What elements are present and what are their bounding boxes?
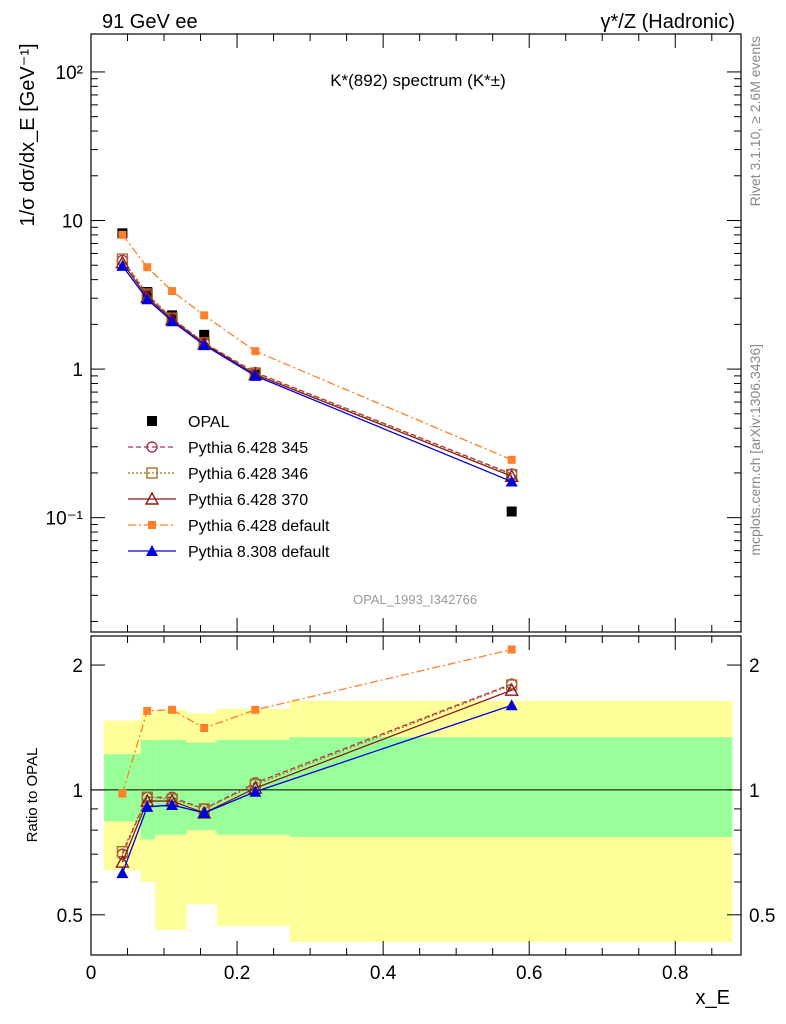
x-axis-label: x_E	[696, 987, 730, 1009]
y-tick-label: 1	[72, 360, 83, 381]
spectrum-pythia-8-308-default-point	[198, 339, 211, 351]
legend-entry: Pythia 6.428 370	[128, 491, 308, 509]
spectrum-pythia-8-308-default-point	[505, 475, 518, 487]
legend-label: Pythia 8.308 default	[188, 544, 330, 561]
ratio-y-tick-label-right: 2	[749, 656, 760, 677]
spectrum-pythia-8-308-default-line	[121, 265, 512, 483]
ratio-y-tick-label: 0.5	[57, 906, 83, 927]
spectrum-opal-point	[506, 506, 517, 517]
ratio-pythia-6-428-default-point	[251, 705, 260, 714]
x-tick-label: 0.8	[662, 963, 688, 984]
spectrum-pythia-8-308-default-point	[249, 369, 262, 381]
ratio-pythia-6-428-default-line	[121, 648, 512, 794]
legend-entry: Pythia 6.428 345	[128, 440, 308, 457]
x-tick-label: 0.6	[516, 963, 542, 984]
spectrum-pythia-6-428-default-point	[507, 455, 516, 464]
chart-title: K*(892) spectrum (K*±)	[330, 71, 506, 90]
ratio-pythia-8-308-default-point	[141, 800, 154, 812]
legend-entry: Pythia 6.428 default	[128, 518, 330, 535]
lower-y-axis-label: Ratio to OPAL	[24, 748, 41, 843]
legend-marker	[146, 467, 158, 479]
legend-marker	[147, 416, 157, 426]
spectrum-pythia-6-428-default-line	[121, 234, 512, 461]
upper-y-axis-label: 1/σ dσ/dx_E [GeV⁻¹]	[17, 43, 39, 226]
ratio-pythia-6-428-346-point	[505, 679, 518, 691]
ratio-pythia-8-308-default-point	[505, 699, 518, 711]
watermark: OPAL_1993_I342766	[353, 592, 477, 607]
spectrum-pythia-6-428-default-point	[200, 311, 209, 320]
ratio-pythia-8-308-default-line	[121, 704, 512, 874]
header-left: 91 GeV ee	[102, 11, 198, 33]
legend-label: Pythia 6.428 346	[188, 466, 308, 483]
spectrum-pythia-6-428-345-line	[121, 259, 512, 475]
x-tick-label: 0.4	[370, 963, 397, 984]
ratio-pythia-6-428-370-point	[504, 682, 519, 696]
legend-marker	[146, 441, 158, 453]
ratio-y-tick-label: 1	[72, 781, 83, 802]
spectrum-pythia-6-428-default-point	[143, 263, 152, 272]
legend-marker	[146, 545, 158, 556]
ratio-pythia-8-308-default-point	[116, 867, 129, 879]
ratio-y-tick-label-right: 0.5	[749, 906, 775, 927]
ratio-y-tick-label-right: 1	[749, 781, 760, 802]
side-text-top: Rivet 3.1.10, ≥ 2.6M events	[747, 36, 763, 206]
legend-label: Pythia 6.428 370	[188, 492, 308, 509]
x-tick-label: 0.2	[224, 963, 250, 984]
ratio-pythia-6-428-default-point	[143, 706, 152, 715]
spectrum-series	[115, 228, 519, 517]
y-tick-label: 10²	[56, 63, 83, 84]
ratio-series	[115, 645, 519, 879]
spectrum-pythia-8-308-default-point	[116, 259, 129, 271]
ratio-pythia-6-428-default-point	[118, 789, 127, 798]
spectrum-pythia-6-428-default-point	[251, 347, 260, 356]
spectrum-opal-point	[199, 329, 210, 340]
ratio-y-tick-label: 2	[72, 656, 83, 677]
ratio-pythia-8-308-default-point	[249, 785, 262, 797]
legend-label: Pythia 6.428 345	[188, 440, 308, 457]
spectrum-pythia-6-428-default-point	[118, 230, 127, 239]
spectrum-pythia-6-428-370-line	[121, 262, 512, 477]
y-tick-label: 10	[62, 212, 83, 233]
ratio-pythia-6-428-370-point	[115, 854, 130, 868]
ratio-pythia-6-428-default-point	[507, 645, 516, 654]
legend-label: OPAL	[188, 414, 230, 431]
upper-frame	[90, 33, 742, 633]
legend-entry: Pythia 6.428 346	[128, 466, 308, 483]
legend-marker	[144, 491, 160, 505]
spectrum-pythia-8-308-default-point	[166, 315, 179, 327]
legend: OPAL Pythia 6.428 345 Pythia 6.428 346 Pyth…	[128, 414, 330, 561]
header-right: γ*/Z (Hadronic)	[601, 11, 735, 33]
lower-frame	[90, 635, 742, 956]
ratio-pythia-6-428-default-point	[168, 705, 177, 714]
x-tick-label: 0	[86, 963, 97, 984]
side-text-bottom: mcplots.cern.ch [arXiv:1306.3436]	[747, 344, 763, 556]
legend-entry: OPAL	[147, 414, 230, 431]
legend-label: Pythia 6.428 default	[188, 518, 330, 535]
ratio-pythia-8-308-default-point	[198, 806, 211, 818]
spectrum-pythia-6-428-default-point	[168, 287, 177, 296]
ratio-pythia-8-308-default-point	[166, 798, 179, 810]
band-inner	[289, 737, 733, 838]
spectrum-pythia-6-428-346-line	[121, 258, 512, 476]
ratio-pythia-6-428-default-point	[200, 724, 209, 733]
spectrum-pythia-8-308-default-point	[141, 293, 154, 305]
y-tick-label: 10⁻¹	[46, 509, 84, 530]
legend-entry: Pythia 8.308 default	[128, 544, 330, 561]
legend-marker	[148, 521, 156, 529]
band-inner	[155, 739, 187, 835]
uncertainty-bands	[104, 700, 733, 942]
band-inner	[104, 754, 141, 822]
